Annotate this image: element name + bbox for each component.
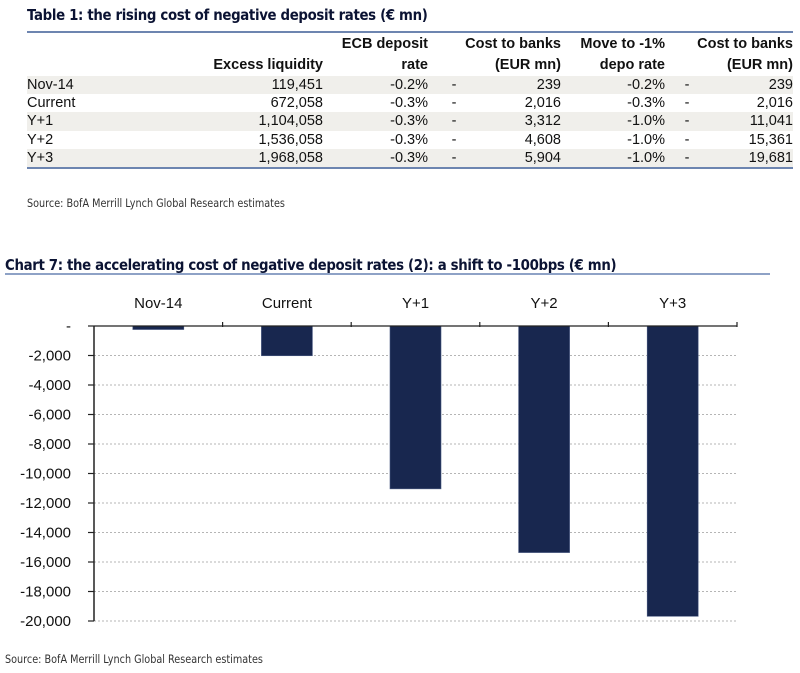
table-row: Current 672,058 -0.3% - 2,016 -0.3% - 2,…	[27, 94, 793, 112]
y-tick-label: -12,000	[20, 495, 71, 512]
bar-y-3	[646, 325, 699, 617]
category-labels: Nov-14 Current Y+1 Y+2 Y+3	[134, 295, 686, 312]
cost1-cell: 5,904	[480, 148, 561, 169]
bar-y-1	[389, 325, 442, 490]
table1: ECB deposit Cost to banks Move to -1% Co…	[27, 34, 793, 169]
table-row: Y+2 1,536,058 -0.3% - 4,608 -1.0% - 15,3…	[27, 131, 793, 149]
table-row: Nov-14 119,451 -0.2% - 239 -0.2% - 239	[27, 76, 793, 95]
dash-cell: -	[684, 95, 690, 112]
y-tick-label: -16,000	[20, 554, 71, 571]
y-tick-label: -8,000	[28, 436, 71, 453]
category-label: Y+1	[402, 295, 429, 312]
excess-liquidity-cell: 1,536,058	[258, 131, 323, 148]
category-label: Current	[262, 295, 313, 312]
header-move-line2: depo rate	[599, 57, 665, 73]
category-label: Y+3	[659, 295, 686, 312]
table1-title: Table 1: the rising cost of negative dep…	[27, 6, 428, 24]
dash-cell: -	[665, 112, 709, 131]
cost1-cell: 4,608	[524, 131, 561, 148]
dash-cell: -	[428, 76, 480, 95]
header-cost2-line1: Cost to banks	[697, 36, 793, 52]
ecb-rate-cell: -0.3%	[390, 95, 428, 112]
row-label: Y+2	[27, 131, 54, 148]
dash-cell: -	[684, 131, 690, 148]
header-cost1-line2: (EUR mn)	[494, 57, 561, 73]
ecb-rate-cell: -0.3%	[390, 131, 428, 148]
y-tick-label: -6,000	[28, 407, 71, 424]
y-tick-labels: - -2,000 -4,000 -6,000 -8,000 -10,000 -12,000 -…	[20, 318, 71, 630]
dash-cell: -	[665, 76, 709, 95]
category-label: Y+2	[531, 295, 558, 312]
header-ecb-rate-line1: ECB deposit	[341, 36, 428, 52]
header-cost1-line1: Cost to banks	[465, 36, 561, 52]
move-rate-cell: -1.0%	[561, 148, 665, 169]
bar-y-2	[518, 325, 570, 553]
header-ecb-rate-line2: rate	[401, 57, 428, 73]
chart7-bar-chart: - -2,000 -4,000 -6,000 -8,000 -10,000 -12,000 -…	[20, 295, 738, 630]
dash-cell: -	[428, 112, 480, 131]
table1-source: Source: BofA Merrill Lynch Global Resear…	[27, 196, 285, 210]
bar-current	[261, 325, 313, 357]
move-rate-cell: -0.3%	[627, 95, 665, 112]
cost1-cell: 3,312	[480, 112, 561, 131]
row-label: Y+3	[27, 148, 137, 169]
cost2-cell: 239	[709, 76, 793, 95]
cost2-cell: 11,041	[709, 112, 793, 131]
dash-cell: -	[665, 148, 709, 169]
axes	[88, 322, 738, 622]
chart7-source: Source: BofA Merrill Lynch Global Resear…	[5, 652, 263, 666]
dash-cell: -	[451, 95, 457, 112]
move-rate-cell: -0.2%	[561, 76, 665, 95]
y-tick-label: -18,000	[20, 584, 71, 601]
move-rate-cell: -1.0%	[561, 112, 665, 131]
cost2-cell: 15,361	[748, 131, 793, 148]
chart7-title: Chart 7: the accelerating cost of negati…	[5, 256, 617, 274]
chart7-title-rule	[5, 273, 770, 275]
category-label: Nov-14	[134, 295, 182, 312]
header-cost2-line2: (EUR mn)	[726, 57, 793, 73]
y-tick-label: -14,000	[20, 525, 71, 542]
cost2-cell: 19,681	[709, 148, 793, 169]
y-tick-label: -4,000	[28, 377, 71, 394]
row-label: Nov-14	[27, 76, 137, 95]
ecb-rate-cell: -0.3%	[323, 112, 428, 131]
y-tick-label: -20,000	[20, 613, 71, 630]
table-row: Y+1 1,104,058 -0.3% - 3,312 -1.0% - 11,0…	[27, 112, 793, 131]
y-tick-label: -2,000	[28, 348, 71, 365]
table1-header-row-1: ECB deposit Cost to banks Move to -1% Co…	[27, 34, 793, 55]
move-rate-cell: -1.0%	[627, 131, 665, 148]
excess-liquidity-cell: 1,968,058	[137, 148, 323, 169]
header-move-line1: Move to -1%	[580, 36, 665, 52]
cost1-cell: 239	[480, 76, 561, 95]
ecb-rate-cell: -0.2%	[323, 76, 428, 95]
dash-cell: -	[451, 131, 457, 148]
cost2-cell: 2,016	[756, 95, 793, 112]
table-row: Y+3 1,968,058 -0.3% - 5,904 -1.0% - 19,6…	[27, 148, 793, 169]
cost1-cell: 2,016	[524, 95, 561, 112]
header-excess-liquidity: Excess liquidity	[213, 57, 323, 73]
table1-header-row-2: Excess liquidity rate (EUR mn) depo rate…	[27, 55, 793, 76]
ecb-rate-cell: -0.3%	[323, 148, 428, 169]
dash-cell: -	[428, 148, 480, 169]
row-label: Current	[27, 95, 76, 112]
table1-top-rule	[27, 31, 793, 33]
bars	[132, 325, 699, 617]
y-tick-label: -	[66, 318, 71, 335]
y-tick-label: -10,000	[20, 466, 71, 483]
excess-liquidity-cell: 672,058	[270, 95, 323, 112]
excess-liquidity-cell: 119,451	[137, 76, 323, 95]
excess-liquidity-cell: 1,104,058	[137, 112, 323, 131]
row-label: Y+1	[27, 112, 137, 131]
